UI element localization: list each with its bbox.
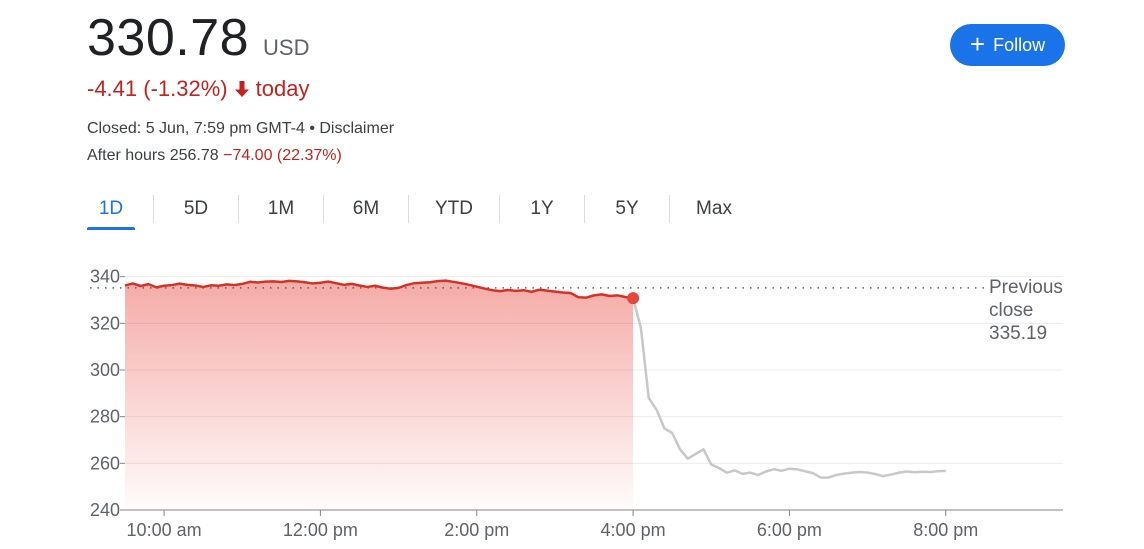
tab-label: 1M [267, 198, 295, 219]
previous-close-value: 335.19 [989, 323, 1048, 344]
x-tick-label: 6:00 pm [757, 520, 822, 540]
plus-icon: + [969, 29, 986, 59]
change-period: today [255, 76, 310, 101]
change-value: -4.41 (-1.32%) [87, 76, 228, 101]
tab-divider [669, 195, 670, 223]
tab-label: 1Y [530, 198, 554, 219]
tab-ytd[interactable]: YTD [409, 190, 499, 228]
range-tabs: 1D 5D 1M 6M YTD 1Y 5Y Max [87, 190, 758, 230]
x-tick-label: 2:00 pm [444, 520, 509, 540]
after-hours-info: After hours 256.78 −74.00 (22.37%) [87, 147, 342, 165]
tab-divider [584, 195, 585, 223]
previous-close-text-1: Previous [989, 277, 1063, 298]
tab-label: YTD [435, 198, 473, 219]
after-hours-line [631, 297, 946, 479]
y-tick-label: 280 [90, 407, 120, 427]
tab-label: 5Y [615, 198, 639, 219]
tab-5y[interactable]: 5Y [585, 190, 669, 228]
previous-close-label: Previous close 335.19 [989, 276, 1063, 345]
last-price-marker [627, 292, 640, 305]
tab-label: 1D [98, 198, 124, 219]
price-chart[interactable]: 240 260 280 300 320 340 10:00 am 12:00 pm 2:00 p… [0, 240, 1144, 549]
tab-5d[interactable]: 5D [154, 190, 238, 228]
tab-label: 5D [183, 198, 209, 219]
tab-divider [408, 195, 409, 223]
y-tick-label: 260 [90, 453, 120, 473]
closed-info: Closed: 5 Jun, 7:59 pm GMT-4 • Disclaime… [87, 120, 395, 137]
follow-label: Follow [993, 34, 1046, 55]
tab-label: 6M [352, 198, 380, 219]
after-hours-price: After hours 256.78 [87, 147, 219, 164]
current-price: 330.78 [87, 9, 250, 67]
tab-divider [499, 195, 500, 223]
y-tick-label: 240 [90, 500, 120, 520]
tab-6m[interactable]: 6M [324, 190, 408, 228]
regular-session-area [125, 280, 634, 510]
x-tick-label: 12:00 pm [283, 520, 358, 540]
y-tick-label: 300 [90, 360, 120, 380]
tab-divider [153, 195, 154, 223]
price-row: 330.78 USD [87, 8, 310, 68]
tab-label: Max [696, 198, 732, 219]
tab-1m[interactable]: 1M [239, 190, 323, 228]
y-tick-label: 320 [90, 313, 120, 333]
tab-1d[interactable]: 1D [87, 190, 135, 230]
daily-change: -4.41 (-1.32%) today [87, 76, 309, 102]
previous-close-text-2: close [989, 300, 1034, 321]
tab-divider [323, 195, 324, 223]
tab-1y[interactable]: 1Y [500, 190, 584, 228]
regular-session-line [124, 279, 634, 300]
follow-button[interactable]: + Follow [950, 24, 1065, 66]
y-tick-label: 340 [90, 267, 120, 287]
x-tick-label: 4:00 pm [601, 520, 666, 540]
currency-label: USD [263, 35, 310, 60]
after-hours-change: −74.00 (22.37%) [223, 147, 342, 164]
tab-max[interactable]: Max [670, 190, 758, 228]
x-tick-label: 10:00 am [127, 520, 202, 540]
tab-divider [238, 195, 239, 223]
x-tick-label: 8:00 pm [913, 520, 978, 540]
arrow-down-icon [234, 80, 250, 98]
